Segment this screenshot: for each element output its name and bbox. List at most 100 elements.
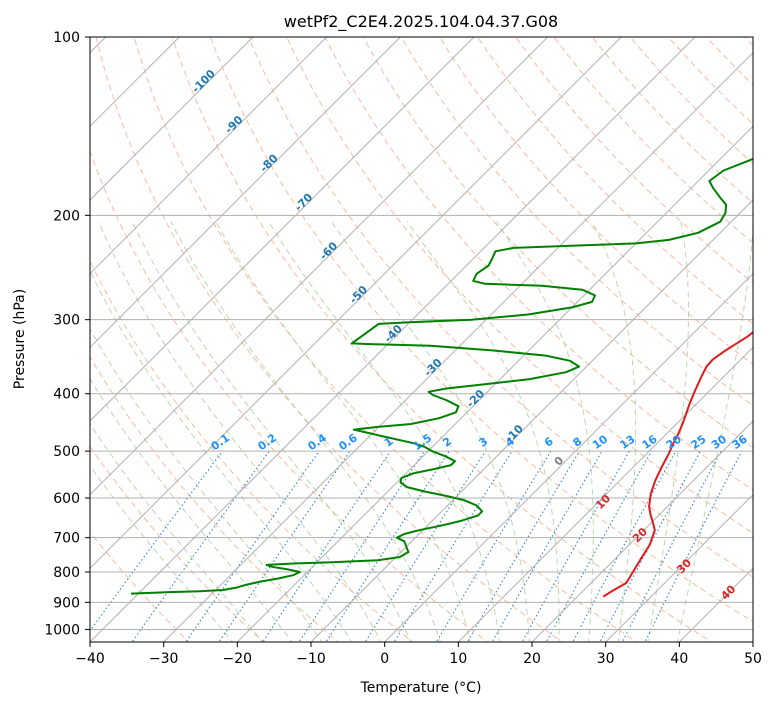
isotherm-label: -30 [421, 356, 444, 379]
mixing-ratio-label: 2 [440, 435, 454, 450]
grid-lines [90, 37, 753, 642]
dry-adiabat [286, 37, 753, 534]
isotherm-line [383, 272, 753, 642]
series-layer [130, 157, 753, 598]
background-lines [90, 37, 753, 642]
mixing-ratio-label: 6 [542, 435, 556, 450]
mixing-ratio-line [90, 450, 223, 632]
x-tick-label: 10 [449, 651, 467, 667]
mixing-ratio-label: 10 [590, 432, 610, 452]
moist-adiabat [268, 221, 501, 642]
isotherm-line [531, 420, 753, 642]
isotherm-line [90, 37, 623, 570]
mixing-ratio-line [621, 450, 722, 642]
dry-adiabat [629, 37, 753, 165]
dry-adiabat [438, 37, 753, 366]
x-tick-label: 30 [597, 651, 615, 667]
mixing-ratio-label: 25 [689, 433, 709, 452]
isotherm-label: -80 [257, 152, 280, 175]
y-axis-title: Pressure (hPa) [12, 289, 28, 389]
mixing-ratio-line [185, 450, 320, 642]
dry-adiabat [248, 37, 753, 578]
moist-adiabat [495, 221, 594, 642]
y-tick-label: 700 [53, 531, 80, 547]
moist-adiabat [97, 221, 382, 642]
x-axis-title: Temperature (°C) [360, 680, 482, 696]
line-labels: 0.1 0.2 0.4 0.6 1 1.5 2 3 4 6 8 10 13 16 20 25 30 36-100-… [189, 67, 750, 603]
dry-adiabat [591, 37, 753, 204]
dry-adiabat-label: 10 [593, 492, 613, 512]
isotherm-label: -70 [292, 190, 315, 213]
mixing-ratio-label: 1 [382, 435, 396, 450]
isotherm-label: -50 [347, 283, 370, 306]
mixing-ratio-line [572, 450, 677, 642]
x-tick-label: −30 [149, 651, 179, 667]
mixing-ratio-line [393, 450, 513, 642]
mixing-ratio-line [466, 450, 580, 642]
x-tick-label: 20 [523, 651, 541, 667]
moist-adiabat [90, 269, 352, 642]
x-axis: −40 −30 −20 −10 0 10 20 30 40 50 [75, 642, 762, 667]
temperature-profile-line [602, 330, 753, 598]
dry-adiabat-label: 20 [630, 525, 650, 545]
isotherm-label: -90 [222, 113, 245, 136]
dry-adiabat [90, 445, 265, 642]
isotherm-line [457, 346, 753, 642]
isotherm-line [236, 125, 753, 642]
moist-adiabat [131, 221, 412, 642]
moist-adiabat [647, 221, 689, 642]
dry-adiabat [667, 37, 753, 125]
y-axis: 100 200 300 400 500 600 700 800 900 1000 [44, 30, 90, 638]
chart-title: wetPf2_C2E4.2025.104.04.37.G08 [284, 12, 558, 32]
moist-adiabat [331, 221, 530, 642]
y-tick-label: 600 [53, 491, 80, 507]
dry-adiabat [171, 37, 713, 642]
y-tick-label: 300 [53, 313, 80, 329]
dewpoint-profile-line [130, 157, 753, 595]
mixing-ratio-label: 3 [477, 435, 491, 450]
isotherm-line [90, 37, 475, 422]
dry-adiabat [90, 356, 339, 642]
dry-adiabat-label: 0 [552, 454, 567, 469]
dry-adiabat [362, 37, 753, 449]
isotherm-line [90, 37, 402, 349]
mixing-ratio-line [435, 450, 552, 642]
isotherm-label: -100 [189, 67, 218, 96]
moist-adiabat [90, 423, 264, 642]
y-tick-label: 800 [53, 565, 80, 581]
moist-adiabat [215, 221, 471, 642]
mixing-ratio-line [298, 450, 425, 642]
mixing-ratio-line [131, 450, 270, 642]
dry-adiabat [324, 37, 753, 491]
dry-adiabat [476, 37, 753, 325]
moist-adiabat [170, 221, 441, 642]
mixing-ratio-line [218, 450, 351, 642]
isotherm-line [90, 37, 181, 128]
moist-adiabat [90, 377, 293, 642]
mixing-ratio-label: 0.4 [306, 431, 330, 453]
isotherm-line [678, 567, 753, 642]
x-tick-label: 40 [670, 651, 688, 667]
y-tick-label: 200 [53, 208, 80, 224]
mixing-ratio-label: 16 [640, 432, 660, 452]
moist-adiabat [406, 221, 560, 642]
y-tick-label: 1000 [44, 622, 80, 638]
isotherm-line [90, 37, 254, 201]
mixing-ratio-label: 0.2 [256, 431, 279, 453]
moist-adiabat [591, 221, 637, 642]
plot-frame [89, 36, 754, 643]
x-tick-label: 50 [744, 651, 762, 667]
mixing-ratio-label: 36 [730, 432, 750, 452]
x-tick-label: −10 [296, 651, 326, 667]
dry-adiabat [209, 37, 753, 623]
dry-adiabat [744, 37, 753, 47]
dry-adiabat [90, 259, 414, 642]
y-tick-label: 900 [53, 595, 80, 611]
moist-adiabat [90, 327, 323, 642]
y-tick-label: 400 [53, 387, 80, 403]
moist-adiabat [676, 223, 753, 642]
mixing-ratio-line [364, 450, 486, 642]
isotherm-line [90, 37, 328, 275]
mixing-ratio-line [262, 450, 392, 642]
